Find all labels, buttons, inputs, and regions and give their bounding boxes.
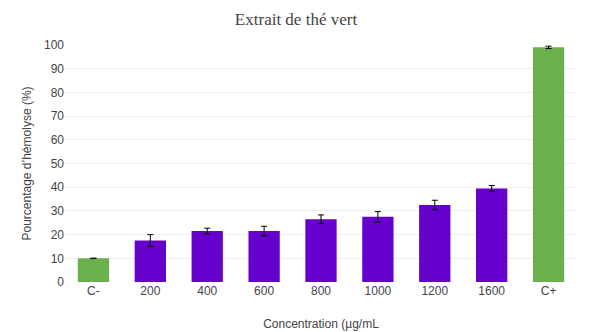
svg-text:Pourcentage d’hémolyse (%): Pourcentage d’hémolyse (%) bbox=[20, 86, 34, 240]
svg-text:Concentration (µg/mL: Concentration (µg/mL bbox=[263, 317, 379, 331]
svg-text:1200: 1200 bbox=[421, 284, 448, 298]
svg-text:20: 20 bbox=[51, 228, 65, 242]
svg-text:1600: 1600 bbox=[478, 284, 505, 298]
svg-text:100: 100 bbox=[44, 38, 64, 52]
svg-text:30: 30 bbox=[51, 204, 65, 218]
svg-text:80: 80 bbox=[51, 86, 65, 100]
svg-text:C+: C+ bbox=[541, 284, 557, 298]
svg-text:600: 600 bbox=[254, 284, 274, 298]
svg-text:400: 400 bbox=[197, 284, 217, 298]
svg-text:60: 60 bbox=[51, 133, 65, 147]
svg-text:200: 200 bbox=[140, 284, 160, 298]
svg-text:70: 70 bbox=[51, 109, 65, 123]
svg-text:800: 800 bbox=[311, 284, 331, 298]
svg-text:0: 0 bbox=[57, 275, 64, 289]
svg-text:10: 10 bbox=[51, 251, 65, 265]
svg-text:Extrait de thé vert: Extrait de thé vert bbox=[235, 10, 358, 29]
svg-text:50: 50 bbox=[51, 157, 65, 171]
svg-text:90: 90 bbox=[51, 62, 65, 76]
svg-text:40: 40 bbox=[51, 180, 65, 194]
svg-text:C-: C- bbox=[87, 284, 100, 298]
svg-text:1000: 1000 bbox=[365, 284, 392, 298]
